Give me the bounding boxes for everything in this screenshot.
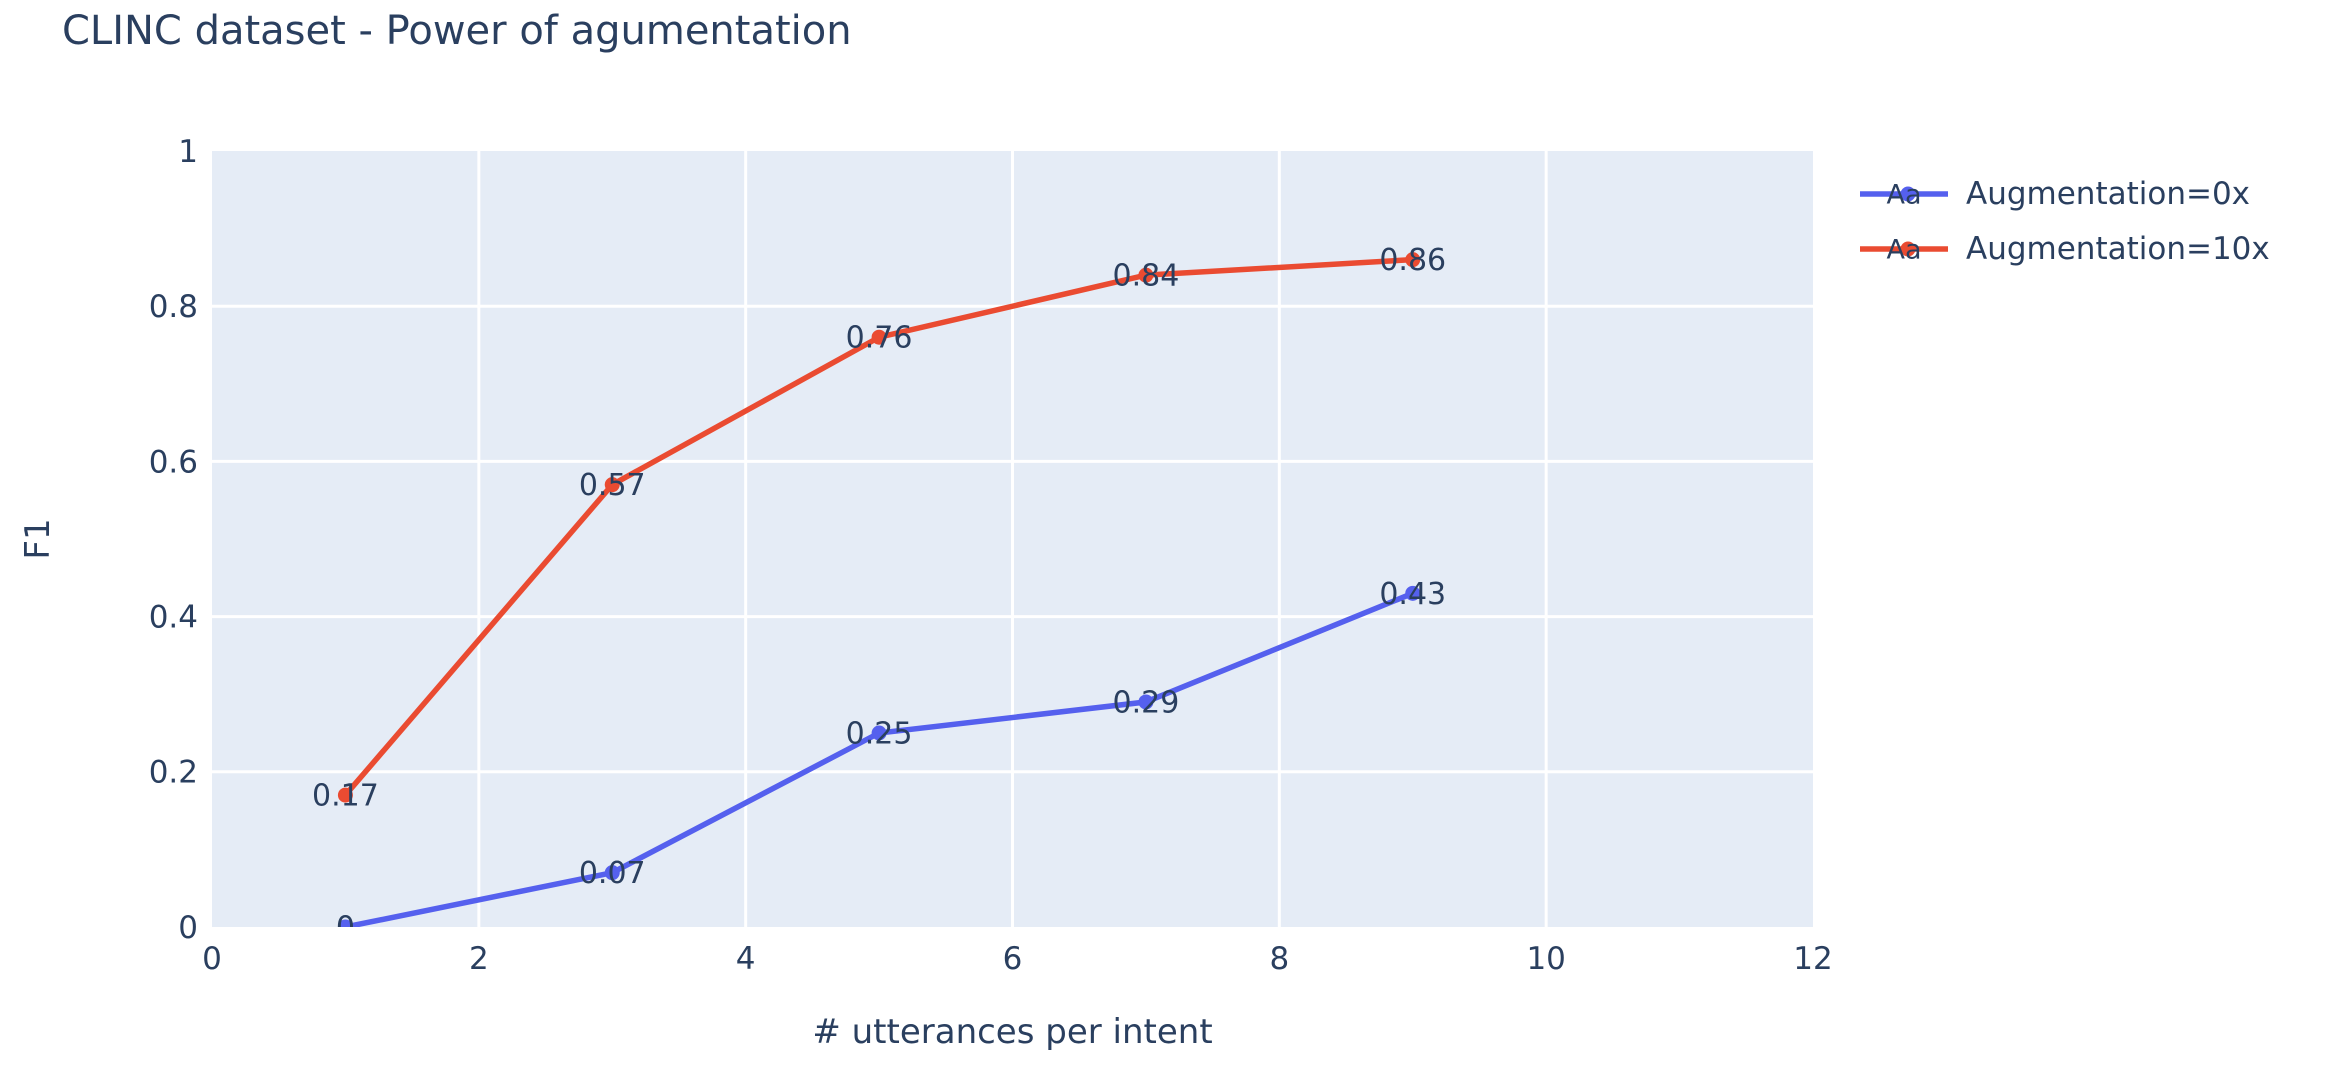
legend-item-Augmentation=10x[interactable]: Aa Augmentation=10x — [1858, 221, 2270, 276]
data-point — [337, 787, 353, 803]
legend-swatch: Aa — [1860, 234, 1948, 265]
x-tick-label: 6 — [1003, 941, 1023, 977]
data-point-label: 0 — [336, 911, 355, 946]
data-point-label: 0.25 — [846, 717, 913, 752]
y-tick-label: 0.2 — [149, 755, 198, 791]
data-point-label: 0.07 — [579, 856, 646, 891]
data-point — [337, 919, 353, 927]
series-Augmentation=0x: 0 0.07 0.25 0.29 0.43 — [336, 577, 1446, 946]
legend-item-Augmentation=0x[interactable]: Aa Augmentation=0x — [1858, 166, 2270, 221]
data-point-label: 0.29 — [1113, 685, 1180, 720]
data-point — [1405, 585, 1421, 601]
y-tick-label: 0.8 — [149, 289, 198, 325]
legend-sample-text: Aa — [1886, 179, 1921, 210]
y-axis-title: F1 — [18, 518, 58, 560]
data-point — [1138, 694, 1154, 710]
data-point-label: 0.76 — [846, 321, 913, 356]
y-tick-label: 0.4 — [149, 599, 198, 635]
legend-marker — [1900, 186, 1916, 201]
x-tick-label: 4 — [736, 941, 756, 977]
data-point-label: 0.17 — [312, 779, 379, 814]
data-point-label: 0.43 — [1379, 577, 1446, 612]
data-point — [871, 725, 887, 741]
chart-title: CLINC dataset - Power of agumentation — [62, 8, 852, 54]
data-point — [604, 865, 620, 881]
data-point-label: 0.57 — [579, 468, 646, 503]
legend-label: Augmentation=0x — [1966, 175, 2251, 212]
series-Augmentation=10x: 0.17 0.57 0.76 0.84 0.86 — [312, 243, 1446, 813]
legend-label: Augmentation=10x — [1966, 230, 2270, 267]
legend-swatch: Aa — [1860, 179, 1948, 210]
data-point-label: 0.86 — [1379, 243, 1446, 278]
data-point — [871, 329, 887, 345]
x-tick-label: 12 — [1793, 941, 1832, 977]
data-point-label: 0.84 — [1113, 259, 1180, 294]
x-axis-title: # utterances per intent — [812, 1012, 1213, 1052]
legend-marker — [1900, 241, 1916, 256]
y-tick-label: 0.6 — [149, 444, 198, 480]
x-tick-label: 0 — [202, 941, 222, 977]
x-tick-label: 8 — [1269, 941, 1289, 977]
legend: Aa Augmentation=0x Aa Augmentation=10x — [1858, 166, 2270, 276]
data-point — [1405, 252, 1421, 268]
x-tick-label: 2 — [469, 941, 489, 977]
y-tick-label: 1 — [178, 134, 198, 170]
data-point — [604, 477, 620, 493]
legend-sample-text: Aa — [1886, 234, 1921, 265]
y-tick-label: 0 — [178, 910, 198, 946]
data-point — [1138, 267, 1154, 283]
x-tick-label: 10 — [1526, 941, 1565, 977]
